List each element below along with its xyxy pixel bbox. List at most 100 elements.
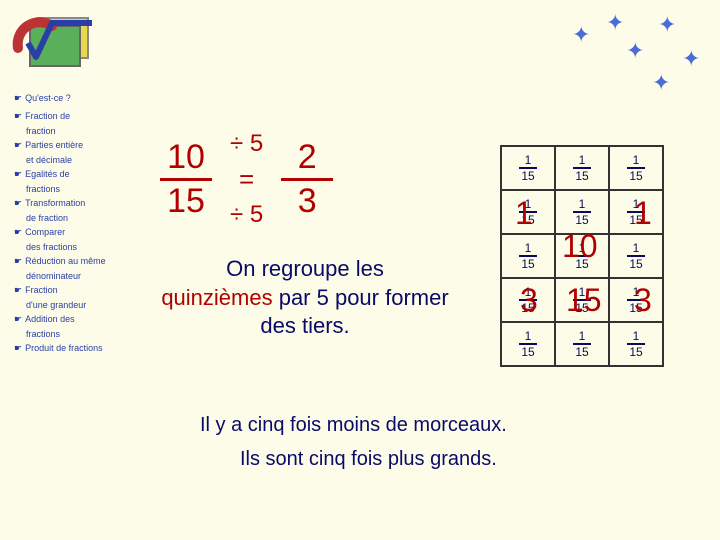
- pointer-icon: ☛: [14, 226, 22, 240]
- mini-fraction: 115: [519, 286, 537, 314]
- grid-cell: 115: [609, 278, 663, 322]
- sidebar-item-label: Réduction au même: [25, 255, 106, 269]
- grid-cell: 115: [555, 146, 609, 190]
- mini-denominator: 15: [629, 214, 642, 226]
- sidebar-item-subtext: d'une grandeur: [26, 299, 134, 313]
- pointer-icon: ☛: [14, 139, 22, 153]
- star-icon: ✦: [626, 38, 644, 64]
- sidebar-item[interactable]: ☛Transformation: [14, 197, 134, 211]
- mini-numerator: 1: [525, 242, 532, 254]
- sidebar-item-label: Fraction: [25, 284, 58, 298]
- sidebar-item-subtext: et décimale: [26, 154, 134, 168]
- fraction-bar: [281, 178, 333, 181]
- mini-denominator: 15: [629, 302, 642, 314]
- fraction-grid: 1151151151151151151151151151151151151151…: [500, 145, 664, 367]
- mini-fraction: 115: [627, 286, 645, 314]
- grid-cell: 115: [609, 146, 663, 190]
- mini-numerator: 1: [579, 242, 586, 254]
- mini-denominator: 15: [521, 258, 534, 270]
- mini-fraction: 115: [519, 198, 537, 226]
- divide-top: ÷ 5: [230, 130, 263, 158]
- denominator: 3: [298, 183, 317, 220]
- grid-cell: 115: [609, 190, 663, 234]
- mini-fraction: 115: [573, 242, 591, 270]
- mini-denominator: 15: [629, 346, 642, 358]
- sidebar-nav: ☛Qu'est-ce ?☛Fraction defraction☛Parties…: [14, 92, 134, 359]
- mini-fraction: 115: [573, 330, 591, 358]
- mini-numerator: 1: [525, 286, 532, 298]
- mini-numerator: 1: [633, 286, 640, 298]
- text: par 5 pour former des: [260, 285, 448, 339]
- mini-numerator: 1: [633, 242, 640, 254]
- sidebar-item[interactable]: ☛Produit de fractions: [14, 342, 134, 356]
- sidebar-item-label: Addition des: [25, 313, 75, 327]
- grid-cell: 115: [555, 278, 609, 322]
- mini-fraction: 115: [627, 154, 645, 182]
- mini-numerator: 1: [579, 198, 586, 210]
- denominator: 15: [167, 183, 205, 220]
- mini-fraction: 115: [519, 330, 537, 358]
- fraction-bar: [160, 178, 212, 181]
- pointer-icon: ☛: [14, 313, 22, 327]
- mini-denominator: 15: [629, 170, 642, 182]
- sidebar-item[interactable]: ☛Addition des: [14, 313, 134, 327]
- sidebar-item[interactable]: ☛Egalités de: [14, 168, 134, 182]
- pointer-icon: ☛: [14, 197, 22, 211]
- sidebar-item-label: Egalités de: [25, 168, 70, 182]
- sidebar-item-label: Comparer: [25, 226, 65, 240]
- pointer-icon: ☛: [14, 284, 22, 298]
- sidebar-item[interactable]: ☛Parties entière: [14, 139, 134, 153]
- operation-column: ÷ 5 = ÷ 5: [230, 130, 263, 229]
- explanation-text: On regroupe les quinzièmes par 5 pour fo…: [160, 255, 450, 341]
- grid-cell: 115: [555, 190, 609, 234]
- grid-cell: 115: [609, 322, 663, 366]
- sidebar-item[interactable]: ☛Réduction au même: [14, 255, 134, 269]
- sidebar-item[interactable]: ☛Fraction: [14, 284, 134, 298]
- sidebar-item[interactable]: ☛Fraction de: [14, 110, 134, 124]
- sidebar-item-label: Qu'est-ce ?: [25, 92, 71, 106]
- star-icon: ✦: [652, 70, 670, 96]
- pointer-icon: ☛: [14, 110, 22, 124]
- mini-numerator: 1: [579, 154, 586, 166]
- mini-numerator: 1: [633, 330, 640, 342]
- numerator: 10: [167, 139, 205, 176]
- star-icon: ✦: [606, 10, 624, 36]
- mini-denominator: 15: [575, 258, 588, 270]
- mini-denominator: 15: [629, 258, 642, 270]
- grid-cell: 115: [609, 234, 663, 278]
- mini-denominator: 15: [575, 346, 588, 358]
- sidebar-item-subtext: dénominateur: [26, 270, 134, 284]
- highlight-blue: tiers: [302, 313, 344, 338]
- grid-cell: 115: [555, 234, 609, 278]
- mini-fraction: 115: [573, 154, 591, 182]
- sidebar-item[interactable]: ☛Comparer: [14, 226, 134, 240]
- mini-denominator: 15: [521, 170, 534, 182]
- mini-fraction: 115: [627, 330, 645, 358]
- pointer-icon: ☛: [14, 92, 22, 106]
- highlight-red: quinzièmes: [161, 285, 272, 310]
- star-icon: ✦: [682, 46, 700, 72]
- mini-numerator: 1: [633, 154, 640, 166]
- grid-cell: 115: [501, 190, 555, 234]
- sidebar-item-subtext: fractions: [26, 183, 134, 197]
- mini-fraction: 115: [573, 286, 591, 314]
- mini-denominator: 15: [575, 170, 588, 182]
- divide-bottom: ÷ 5: [230, 201, 263, 229]
- pointer-icon: ☛: [14, 342, 22, 356]
- sidebar-item-subtext: fraction: [26, 125, 134, 139]
- mini-numerator: 1: [525, 198, 532, 210]
- mini-numerator: 1: [525, 154, 532, 166]
- sidebar-item-subtext: des fractions: [26, 241, 134, 255]
- sidebar-item-label: Transformation: [25, 197, 85, 211]
- sidebar-item-label: Fraction de: [25, 110, 70, 124]
- caption-line: Ils sont cinq fois plus grands.: [240, 442, 690, 476]
- mini-numerator: 1: [579, 330, 586, 342]
- caption-text: Il y a cinq fois moins de morceaux. Ils …: [200, 408, 690, 476]
- pointer-icon: ☛: [14, 255, 22, 269]
- logo: [8, 8, 98, 78]
- mini-denominator: 15: [575, 302, 588, 314]
- grid-cell: 115: [555, 322, 609, 366]
- sidebar-item[interactable]: ☛Qu'est-ce ?: [14, 92, 134, 106]
- mini-numerator: 1: [525, 330, 532, 342]
- mini-denominator: 15: [521, 346, 534, 358]
